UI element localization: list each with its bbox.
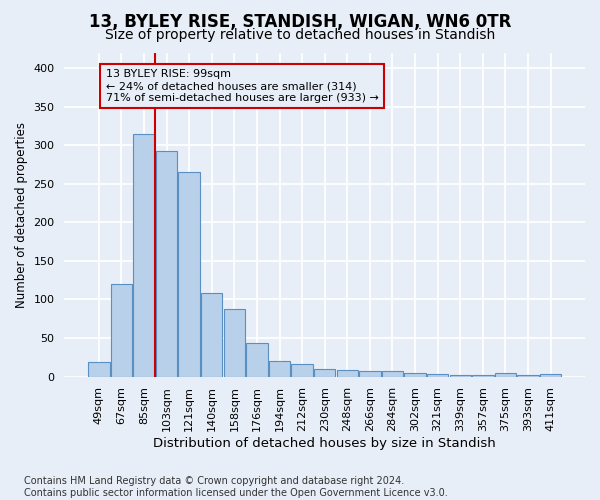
Bar — [314, 369, 335, 376]
Bar — [269, 361, 290, 376]
Text: Size of property relative to detached houses in Standish: Size of property relative to detached ho… — [105, 28, 495, 42]
Bar — [472, 375, 494, 376]
Bar — [178, 172, 200, 376]
Bar — [540, 374, 562, 376]
Bar — [382, 371, 403, 376]
X-axis label: Distribution of detached houses by size in Standish: Distribution of detached houses by size … — [154, 437, 496, 450]
Bar — [337, 370, 358, 376]
Bar — [156, 150, 177, 376]
Bar — [246, 342, 268, 376]
Bar — [359, 371, 380, 376]
Bar — [517, 375, 539, 376]
Bar — [224, 310, 245, 376]
Bar — [88, 362, 110, 376]
Bar — [201, 294, 223, 376]
Bar — [133, 134, 155, 376]
Bar — [404, 372, 426, 376]
Bar — [110, 284, 132, 376]
Y-axis label: Number of detached properties: Number of detached properties — [15, 122, 28, 308]
Text: 13, BYLEY RISE, STANDISH, WIGAN, WN6 0TR: 13, BYLEY RISE, STANDISH, WIGAN, WN6 0TR — [89, 12, 511, 30]
Bar — [292, 364, 313, 376]
Text: 13 BYLEY RISE: 99sqm
← 24% of detached houses are smaller (314)
71% of semi-deta: 13 BYLEY RISE: 99sqm ← 24% of detached h… — [106, 70, 379, 102]
Text: Contains HM Land Registry data © Crown copyright and database right 2024.
Contai: Contains HM Land Registry data © Crown c… — [24, 476, 448, 498]
Bar — [449, 375, 471, 376]
Bar — [494, 372, 516, 376]
Bar — [427, 374, 448, 376]
